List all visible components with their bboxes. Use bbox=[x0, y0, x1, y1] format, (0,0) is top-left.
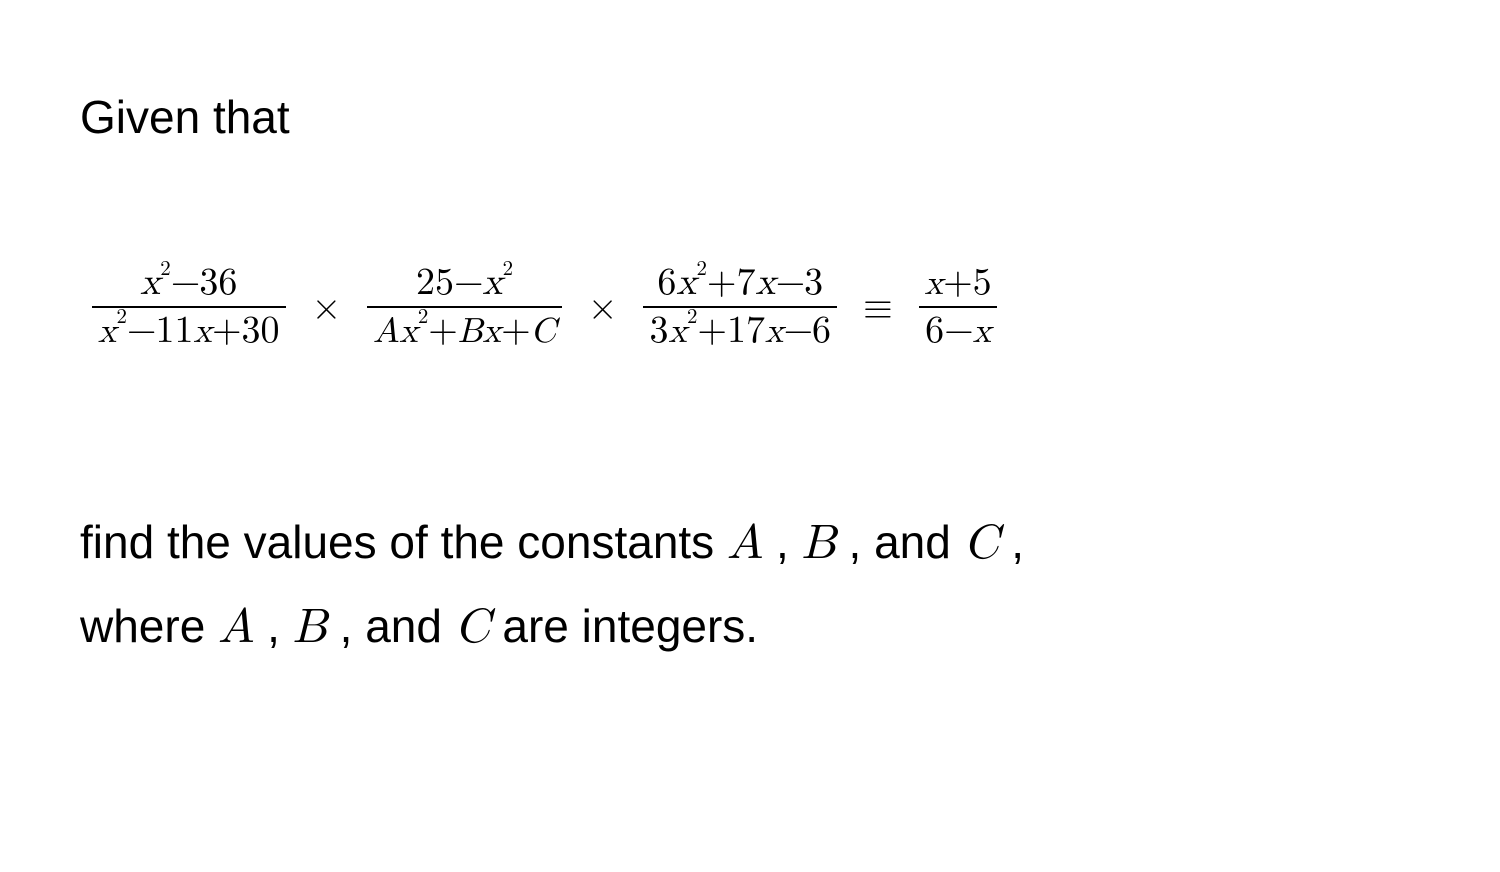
text-fragment: are integers. bbox=[502, 600, 758, 652]
fraction-2-denominator: Ax2+Bx+C bbox=[367, 306, 562, 352]
constant-A: A bbox=[727, 520, 763, 568]
intro-text: Given that bbox=[80, 90, 1420, 144]
constant-B: B bbox=[802, 520, 836, 568]
fraction-2-numerator: 25−x2 bbox=[410, 264, 519, 306]
closing-line-2: where A , B , and C are integers. bbox=[80, 600, 758, 652]
equation-identity: x2−36 x2−11x+30 × 25−x2 Ax2+Bx+C × 6x2+7… bbox=[80, 264, 1420, 352]
constant-C: C bbox=[964, 520, 999, 568]
identity-equals-icon: ≡ bbox=[861, 285, 895, 331]
text-fragment: , bbox=[776, 516, 802, 568]
fraction-4-denominator: 6−x bbox=[919, 306, 997, 352]
fraction-1-numerator: x2−36 bbox=[134, 264, 243, 306]
fraction-2: 25−x2 Ax2+Bx+C bbox=[367, 264, 562, 352]
text-fragment: where bbox=[80, 600, 218, 652]
constant-A: A bbox=[218, 604, 254, 652]
times-icon: × bbox=[586, 285, 620, 331]
fraction-3-numerator: 6x2+7x−3 bbox=[651, 264, 829, 306]
text-fragment: , and bbox=[340, 600, 455, 652]
fraction-4-numerator: x+5 bbox=[919, 264, 998, 306]
text-fragment: , bbox=[1011, 516, 1024, 568]
closing-text: find the values of the constants A , B ,… bbox=[80, 502, 1420, 671]
times-icon: × bbox=[310, 285, 344, 331]
fraction-4: x+5 6−x bbox=[919, 264, 998, 352]
text-fragment: , bbox=[267, 600, 293, 652]
document-page: Given that x2−36 x2−11x+30 × 25−x2 Ax2+B… bbox=[0, 0, 1500, 671]
fraction-1-denominator: x2−11x+30 bbox=[92, 306, 286, 352]
fraction-1: x2−36 x2−11x+30 bbox=[92, 264, 286, 352]
constant-C: C bbox=[455, 604, 490, 652]
fraction-3-denominator: 3x2+17x−6 bbox=[643, 306, 837, 352]
closing-line-1: find the values of the constants A , B ,… bbox=[80, 516, 1024, 568]
text-fragment: find the values of the constants bbox=[80, 516, 727, 568]
constant-B: B bbox=[293, 604, 327, 652]
text-fragment: , and bbox=[849, 516, 964, 568]
fraction-3: 6x2+7x−3 3x2+17x−6 bbox=[643, 264, 837, 352]
